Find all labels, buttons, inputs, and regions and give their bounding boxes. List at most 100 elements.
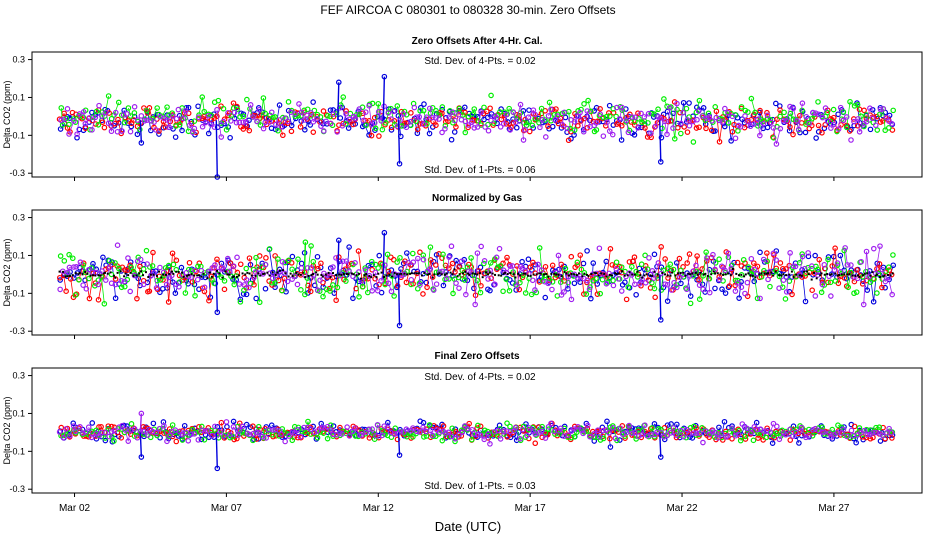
data-point [431, 276, 434, 279]
series-line [494, 258, 499, 268]
spike-line [659, 274, 662, 320]
data-point [610, 425, 616, 431]
data-point [875, 270, 882, 277]
data-point [815, 129, 822, 135]
y-tick-label: 0.1 [12, 250, 25, 260]
data-point [237, 114, 243, 120]
data-point [198, 423, 205, 430]
data-point [658, 244, 664, 250]
data-point [95, 297, 102, 303]
data-point [118, 284, 125, 291]
data-point [169, 422, 176, 428]
data-point [527, 264, 534, 270]
series-line [519, 274, 524, 283]
data-point [513, 119, 519, 126]
data-point [103, 109, 109, 116]
data-point [191, 125, 198, 132]
data-point [530, 125, 536, 131]
data-point [262, 272, 265, 275]
series-line [579, 112, 585, 132]
data-point [716, 256, 722, 263]
data-point [848, 273, 851, 276]
data-point [765, 272, 768, 275]
data-point [339, 258, 346, 265]
data-point [580, 291, 587, 297]
data-point [314, 434, 321, 441]
data-point [73, 291, 80, 297]
data-point [590, 260, 597, 266]
data-point [889, 435, 895, 441]
series-line [606, 421, 611, 448]
series-line [160, 275, 165, 281]
data-point [507, 423, 513, 430]
data-point [715, 435, 721, 441]
data-point [548, 420, 554, 427]
data-point [379, 126, 386, 133]
data-point [646, 255, 652, 261]
series-line [204, 271, 209, 278]
data-point [547, 275, 550, 278]
data-point [790, 270, 793, 273]
data-point [570, 273, 573, 276]
data-point [234, 106, 241, 112]
data-point [124, 111, 130, 117]
series-line [512, 265, 518, 286]
data-point [795, 273, 798, 276]
series-line [317, 263, 322, 269]
data-point [416, 429, 423, 435]
series-line [306, 245, 312, 279]
data-point [338, 273, 341, 276]
data-point [400, 429, 407, 435]
series-line [76, 113, 81, 135]
data-point [530, 424, 536, 431]
data-point [345, 272, 348, 275]
data-point [330, 431, 336, 438]
data-point [144, 271, 147, 274]
data-point [365, 272, 368, 275]
data-point [400, 111, 407, 117]
x-tick-label: Mar 17 [515, 503, 547, 514]
data-point [651, 285, 658, 292]
data-point [824, 118, 831, 124]
data-point [352, 115, 359, 122]
series-normalized [58, 267, 894, 281]
data-point [872, 122, 879, 129]
data-point [597, 274, 600, 277]
data-point [474, 272, 477, 275]
data-point [465, 113, 472, 120]
data-point [808, 263, 815, 269]
data-point [308, 243, 314, 249]
data-point [430, 287, 437, 293]
data-point [829, 273, 832, 276]
data-point [108, 128, 115, 135]
series-line [460, 107, 466, 112]
data-point [388, 273, 391, 276]
data-point [748, 255, 755, 262]
data-point [106, 257, 113, 264]
data-point [294, 427, 300, 433]
data-point [799, 100, 806, 106]
series-line [317, 431, 321, 438]
data-point [561, 289, 567, 295]
data-point [237, 261, 244, 268]
data-point [618, 137, 625, 143]
data-point [172, 134, 179, 140]
data-point [268, 274, 271, 277]
data-point [413, 272, 416, 275]
spike-line [139, 432, 143, 458]
data-point [848, 262, 854, 268]
y-tick-label: 0.3 [12, 213, 25, 223]
data-point [614, 272, 617, 275]
data-point [312, 273, 315, 276]
data-point [112, 281, 119, 288]
data-point [363, 122, 370, 128]
panel-title: Normalized by Gas [432, 193, 522, 204]
data-point [263, 435, 270, 441]
data-point [388, 116, 395, 122]
data-point [56, 429, 63, 435]
series-line [166, 119, 170, 128]
data-point [304, 265, 311, 271]
data-point [474, 250, 481, 256]
data-point [689, 273, 692, 276]
